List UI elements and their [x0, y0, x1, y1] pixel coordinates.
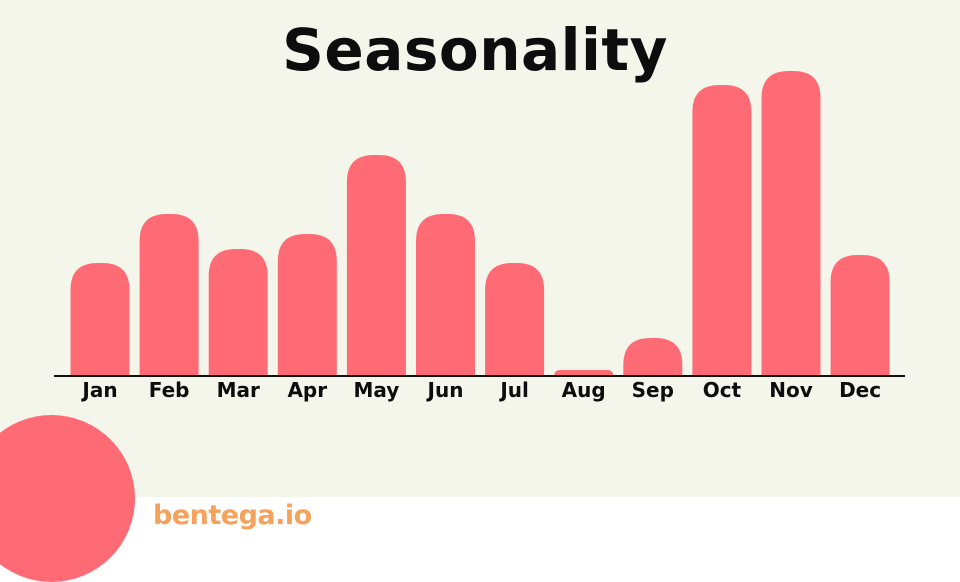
x-tick-label-apr: Apr: [287, 378, 327, 402]
x-tick-label-may: May: [353, 378, 399, 402]
chart-title: Seasonality: [282, 16, 668, 84]
x-tick-label-sep: Sep: [632, 378, 674, 402]
bar-may: [346, 155, 406, 376]
x-tick-label-oct: Oct: [703, 378, 742, 402]
bar-sep: [623, 338, 683, 376]
x-tick-label-nov: Nov: [769, 378, 813, 402]
bar-apr: [277, 234, 337, 376]
seasonality-bar-chart: Jan Feb Mar Apr May Jun Jul Aug Sep Oct Nov Dec: [54, 71, 905, 402]
bar-feb: [139, 214, 199, 376]
bar-jul: [485, 263, 545, 376]
x-tick-label-aug: Aug: [562, 378, 606, 402]
x-tick-label-feb: Feb: [149, 378, 190, 402]
bar-dec: [830, 255, 890, 376]
bar-jan: [70, 263, 130, 376]
bar-jun: [416, 214, 475, 376]
footer-bar: [0, 497, 960, 540]
bar-mar: [208, 249, 268, 376]
bar-nov: [761, 71, 821, 376]
brand-logo: bentega.io: [153, 500, 312, 531]
bar-oct: [692, 85, 752, 376]
x-tick-label-jan: Jan: [80, 378, 117, 402]
bar-aug: [554, 370, 614, 376]
x-tick-labels: Jan Feb Mar Apr May Jun Jul Aug Sep Oct Nov Dec: [80, 378, 881, 402]
bars-group: [70, 71, 890, 376]
x-tick-label-jun: Jun: [426, 378, 464, 402]
x-tick-label-jul: Jul: [498, 378, 529, 402]
x-tick-label-dec: Dec: [839, 378, 881, 402]
x-tick-label-mar: Mar: [217, 378, 260, 402]
